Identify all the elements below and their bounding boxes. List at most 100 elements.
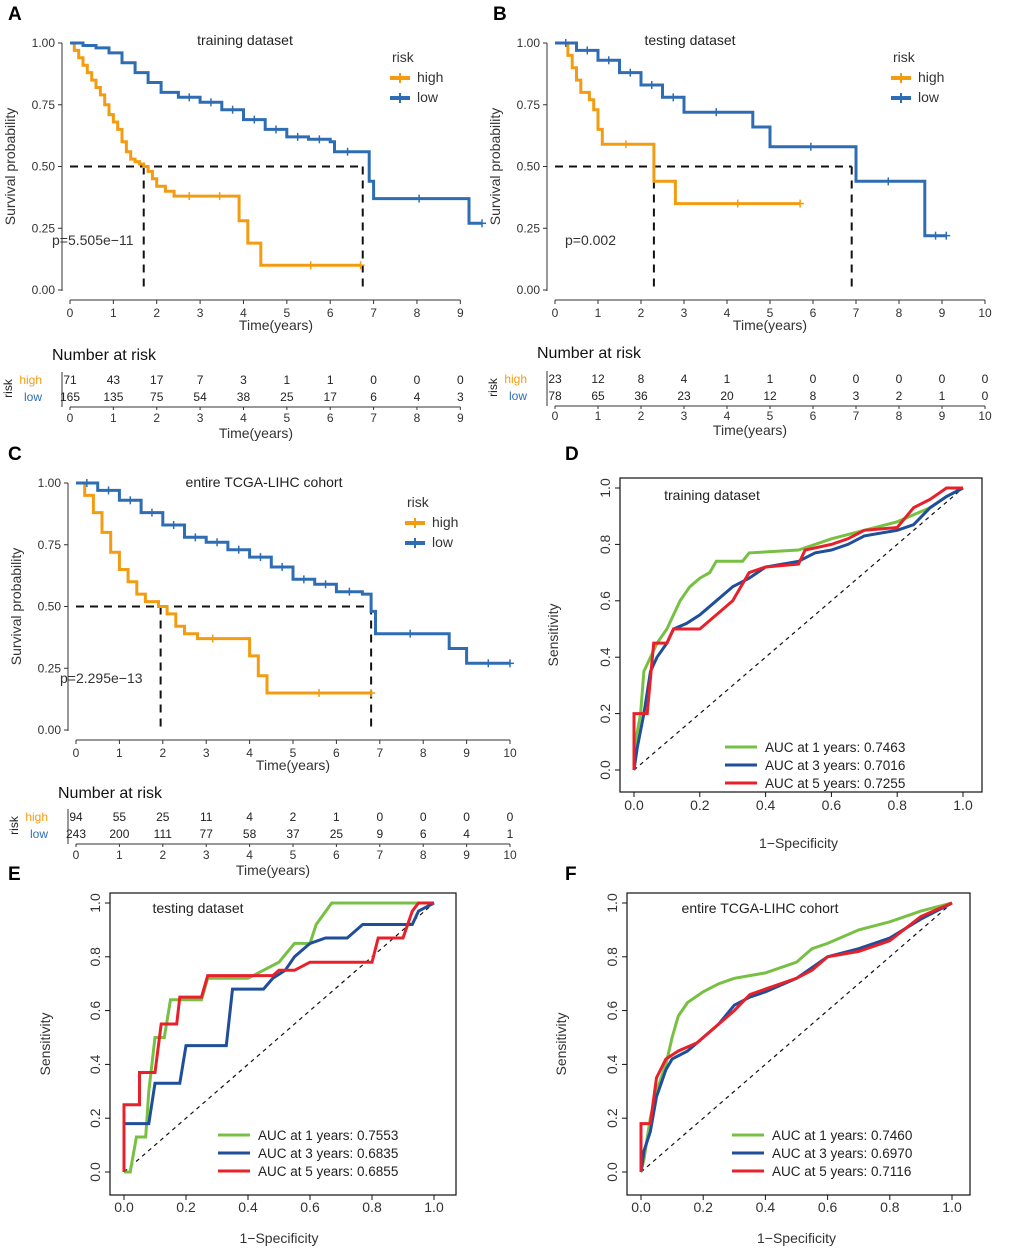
x-tick-label: 0.4 — [756, 797, 776, 813]
y-tick-label: 0.8 — [604, 947, 620, 967]
y-tick-label: 1.00 — [517, 36, 541, 50]
roc-curve-1y — [124, 901, 434, 1174]
risk-count-low: 111 — [154, 827, 173, 841]
plot-frame — [109, 892, 457, 1196]
risk-count-high: 23 — [548, 372, 562, 386]
risk-count-low: 4 — [463, 827, 470, 841]
x-tick-label: 4 — [246, 746, 253, 760]
risk-count-low: 6 — [370, 390, 377, 404]
risk-count-high: 12 — [591, 372, 605, 386]
risk-count-high: 0 — [853, 372, 860, 386]
risk-axis-label: risk — [486, 377, 500, 397]
x-tick-label: 0.2 — [176, 1199, 196, 1215]
risk-count-low: 1 — [507, 827, 514, 841]
roc-curve-5y — [632, 486, 963, 770]
risk-count-high: 0 — [420, 810, 427, 824]
risk-count-high: 0 — [896, 372, 903, 386]
risk-count-high: 7 — [197, 373, 204, 387]
km-panel-B: B0.000.250.500.751.000 1 2 3 4 5 6 7 8 9 10Time(ye… — [486, 4, 992, 438]
risk-count-low: 1 — [939, 389, 946, 403]
y-tick-label: 0.00 — [38, 723, 62, 737]
x-axis-label: 1−Specificity — [240, 1230, 319, 1246]
x-tick-label: 9 — [463, 746, 470, 760]
risk-row-label-high: high — [504, 372, 527, 386]
y-tick-label: 0.4 — [604, 1054, 620, 1074]
y-tick-label: 0.2 — [597, 704, 613, 724]
roc-panel-D: D 0.0 0.0 0.2 0.2 0.4 0.4 0.6 0.6 0.8 0.8 1.0 1.0 1−S… — [545, 444, 983, 851]
plot-title: entire TCGA-LIHC cohort — [186, 474, 343, 490]
risk-count-low: 78 — [548, 389, 562, 403]
risk-count-high: 0 — [414, 373, 421, 387]
risk-count-low: 9 — [376, 827, 383, 841]
risk-count-high: 3 — [240, 373, 247, 387]
risk-count-high: 4 — [681, 372, 688, 386]
legend-label-low: low — [918, 89, 940, 105]
y-tick-label: 0.50 — [32, 160, 56, 174]
risk-count-low: 54 — [193, 390, 207, 404]
roc-curve-3y — [632, 486, 964, 771]
risk-count-low: 3 — [457, 390, 464, 404]
risk-table-time: 4 — [724, 409, 731, 423]
risk-table-time: 4 — [240, 411, 247, 425]
risk-axis-label: risk — [7, 815, 21, 835]
x-tick-label: 0.0 — [624, 797, 644, 813]
risk-count-low: 25 — [280, 390, 294, 404]
legend-label: AUC at 3 years: 0.6970 — [772, 1146, 912, 1161]
legend-label: AUC at 1 years: 0.7460 — [772, 1128, 912, 1143]
risk-count-low: 75 — [150, 390, 164, 404]
legend-label-high: high — [417, 69, 443, 85]
roc-panel-E: E 0.0 0.0 0.2 0.2 0.4 0.4 0.6 0.6 0.8 0.8 1.0 1.0 1−S… — [8, 864, 457, 1246]
legend-label: AUC at 1 years: 0.7463 — [765, 740, 905, 755]
plot-title: entire TCGA-LIHC cohort — [682, 900, 839, 916]
risk-table-time: 6 — [333, 848, 340, 862]
risk-count-high: 71 — [63, 373, 77, 387]
km-curve-low — [76, 481, 510, 665]
x-tick-label: 10 — [978, 306, 992, 320]
y-tick-label: 0.6 — [597, 591, 613, 611]
y-tick-label: 0.25 — [517, 221, 541, 235]
y-tick-label: 0.2 — [87, 1108, 103, 1128]
roc-curve-3y — [639, 901, 953, 1173]
x-tick-label: 0.4 — [238, 1199, 258, 1215]
risk-count-high: 25 — [156, 810, 170, 824]
x-tick-label: 1.0 — [942, 1199, 962, 1215]
risk-table-time: 2 — [638, 409, 645, 423]
risk-table-title: Number at risk — [52, 347, 157, 364]
x-axis-label: 1−Specificity — [759, 835, 838, 851]
y-tick-label: 0.8 — [597, 534, 613, 554]
risk-count-low: 37 — [286, 827, 300, 841]
y-tick-label: 1.0 — [87, 893, 103, 913]
x-tick-label: 0 — [73, 746, 80, 760]
y-tick-label: 0.50 — [38, 600, 62, 614]
x-tick-label: 1.0 — [424, 1199, 444, 1215]
y-tick-label: 0.6 — [604, 1001, 620, 1021]
y-axis-label: Survival probability — [2, 108, 18, 226]
p-value: p=2.295e−13 — [60, 670, 143, 686]
risk-table-time: 3 — [197, 411, 204, 425]
x-tick-label: 1 — [110, 306, 117, 320]
x-tick-label: 7 — [370, 306, 377, 320]
x-tick-label: 0.6 — [300, 1199, 320, 1215]
risk-table-time: 0 — [67, 411, 74, 425]
y-tick-label: 0.75 — [517, 98, 541, 112]
x-axis-label: Time(years) — [733, 317, 807, 333]
risk-table-time: 1 — [116, 848, 123, 862]
panel-label-E: E — [8, 864, 21, 885]
risk-table-time: 0 — [73, 848, 80, 862]
risk-table-time: 0 — [552, 409, 559, 423]
risk-row-label-low: low — [30, 827, 48, 841]
risk-count-high: 94 — [69, 810, 83, 824]
x-tick-label: 0.8 — [887, 797, 907, 813]
risk-count-low: 17 — [324, 390, 338, 404]
km-curve-high — [70, 41, 361, 267]
risk-table-time: 10 — [978, 409, 992, 423]
risk-table-time: 7 — [853, 409, 860, 423]
km-curve-high — [76, 481, 372, 695]
legend-label-high: high — [918, 69, 944, 85]
y-tick-label: 0.75 — [32, 98, 56, 112]
risk-table-time: 9 — [463, 848, 470, 862]
risk-row-label-high: high — [25, 810, 48, 824]
x-tick-label: 0.8 — [880, 1199, 900, 1215]
risk-count-low: 165 — [60, 390, 80, 404]
risk-count-low: 36 — [634, 389, 648, 403]
